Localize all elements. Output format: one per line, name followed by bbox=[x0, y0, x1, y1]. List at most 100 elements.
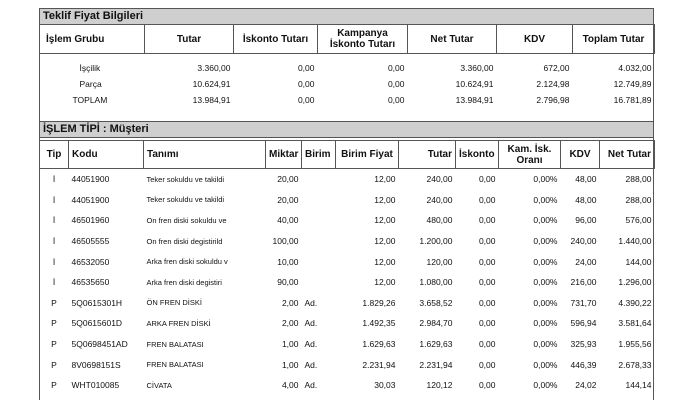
cell-birim-fiyat: 12,00 bbox=[374, 277, 396, 288]
cell-kodu: 44051900 bbox=[71, 194, 110, 205]
cell-tanimi: On fren diski degistirild bbox=[146, 236, 223, 246]
summary-row: Parça 10.624,91 0,00 0,00 10.624,91 2.12… bbox=[40, 76, 655, 92]
detail-table: Tip Kodu Tanımı Miktar Birim Birim Fiyat… bbox=[39, 140, 655, 396]
cell-iskonto: 0,00 bbox=[478, 174, 496, 185]
cell-tanimi: ARKA FREN DİSKİ bbox=[146, 318, 211, 328]
detail-row: İ 46501960 On fren diski sokuldu ve 40,00 12… bbox=[40, 210, 655, 231]
cell-iskonto: 0,00 bbox=[478, 359, 496, 370]
detail-row: P WHT010085 CİVATA 4,00 Ad. 30,03 120,12 0,00 0,… bbox=[40, 375, 655, 396]
cell-kdv: 325,93 bbox=[570, 339, 597, 350]
cell-kam-isk-orani: 0,00% bbox=[533, 339, 558, 350]
summary-cell: 13.984,91 bbox=[455, 95, 494, 105]
cell-tanimi: Arka fren diski sokuldu v bbox=[146, 257, 228, 267]
summary-header-row: İşlem Grubu Tutar İskonto Tutarı Kampany… bbox=[39, 24, 655, 54]
cell-miktar: 1,00 bbox=[281, 339, 299, 350]
cell-tip: İ bbox=[52, 256, 56, 267]
cell-birim bbox=[302, 190, 336, 211]
header-toplam-tutar: Toplam Tutar bbox=[572, 24, 655, 54]
cell-tanimi: FREN BALATASI bbox=[146, 360, 204, 370]
cell-tip: P bbox=[51, 318, 57, 329]
header-islem-grubu: İşlem Grubu bbox=[39, 24, 145, 54]
summary-cell: 0,00 bbox=[387, 95, 405, 105]
header-tutar: Tutar bbox=[144, 24, 234, 54]
cell-birim-fiyat: 1.829,26 bbox=[362, 297, 396, 308]
detail-row: İ 46535650 Arka fren diski degistiri 90,00 1… bbox=[40, 272, 655, 293]
cell-tanimi: ÖN FREN DİSKİ bbox=[146, 298, 202, 308]
header-tutar: Tutar bbox=[398, 140, 456, 169]
cell-kam-isk-orani: 0,00% bbox=[533, 174, 558, 185]
header-iskonto-tutari: İskonto Tutarı bbox=[233, 24, 318, 54]
cell-iskonto: 0,00 bbox=[478, 256, 496, 267]
header-miktar: Miktar bbox=[265, 140, 302, 169]
cell-net-tutar: 3.581,64 bbox=[618, 318, 652, 329]
cell-kodu: 5Q0615601D bbox=[71, 318, 123, 329]
cell-tutar: 120,12 bbox=[426, 380, 453, 391]
cell-kdv: 24,02 bbox=[575, 380, 597, 391]
summary-cell: 0,00 bbox=[297, 95, 315, 105]
cell-birim: Ad. bbox=[304, 318, 318, 329]
cell-iskonto: 0,00 bbox=[478, 236, 496, 247]
cell-birim: Ad. bbox=[304, 380, 318, 391]
cell-kam-isk-orani: 0,00% bbox=[533, 215, 558, 226]
cell-kdv: 96,00 bbox=[575, 215, 597, 226]
header-kampanya-iskonto: Kampanya İskonto Tutarı bbox=[317, 24, 408, 54]
summary-cell: 16.781,89 bbox=[613, 95, 652, 105]
cell-kodu: 46501960 bbox=[71, 215, 110, 226]
cell-iskonto: 0,00 bbox=[478, 380, 496, 391]
summary-cell: 2.796,98 bbox=[536, 95, 570, 105]
cell-net-tutar: 4.390,22 bbox=[618, 297, 652, 308]
cell-kdv: 596,94 bbox=[570, 318, 597, 329]
cell-kam-isk-orani: 0,00% bbox=[533, 297, 558, 308]
cell-tip: İ bbox=[52, 277, 56, 288]
summary-row: İşçilik 3.360,00 0,00 0,00 3.360,00 672,… bbox=[40, 60, 655, 76]
cell-kdv: 48,00 bbox=[575, 194, 597, 205]
cell-miktar: 2,00 bbox=[281, 297, 299, 308]
header-kdv: KDV bbox=[560, 140, 600, 169]
cell-birim-fiyat: 1.492,35 bbox=[362, 318, 396, 329]
cell-kam-isk-orani: 0,00% bbox=[533, 256, 558, 267]
detail-header-row: Tip Kodu Tanımı Miktar Birim Birim Fiyat… bbox=[39, 140, 655, 169]
cell-miktar: 10,00 bbox=[277, 256, 299, 267]
cell-tip: İ bbox=[52, 174, 56, 185]
summary-cell: 0,00 bbox=[297, 63, 315, 73]
cell-miktar: 20,00 bbox=[277, 194, 299, 205]
summary-cell: 10.624,91 bbox=[455, 79, 494, 89]
cell-net-tutar: 1.955,56 bbox=[618, 339, 652, 350]
cell-kam-isk-orani: 0,00% bbox=[533, 236, 558, 247]
cell-kodu: 5Q0698451AD bbox=[71, 339, 128, 350]
detail-row: P 5Q0615301H ÖN FREN DİSKİ 2,00 Ad. 1.829,26 3… bbox=[40, 293, 655, 314]
cell-net-tutar: 576,00 bbox=[625, 215, 652, 226]
cell-miktar: 4,00 bbox=[281, 380, 299, 391]
cell-tanimi: Teker sokuldu ve takildi bbox=[146, 174, 225, 184]
cell-miktar: 20,00 bbox=[277, 174, 299, 185]
cell-kdv: 731,70 bbox=[570, 297, 597, 308]
cell-iskonto: 0,00 bbox=[478, 318, 496, 329]
cell-kam-isk-orani: 0,00% bbox=[533, 277, 558, 288]
summary-cell: İşçilik bbox=[79, 63, 101, 73]
header-tip: Tip bbox=[39, 140, 69, 169]
cell-kam-isk-orani: 0,00% bbox=[533, 194, 558, 205]
cell-net-tutar: 288,00 bbox=[625, 194, 652, 205]
cell-iskonto: 0,00 bbox=[478, 215, 496, 226]
summary-cell: 0,00 bbox=[387, 79, 405, 89]
cell-birim-fiyat: 12,00 bbox=[374, 215, 396, 226]
summary-cell: 2.124,98 bbox=[536, 79, 570, 89]
header-tanimi: Tanımı bbox=[143, 140, 266, 169]
cell-miktar: 2,00 bbox=[281, 318, 299, 329]
cell-tip: P bbox=[51, 339, 57, 350]
detail-row: P 8V0698151S FREN BALATASI 1,00 Ad. 2.231,94 2… bbox=[40, 354, 655, 375]
summary-cell: 0,00 bbox=[387, 63, 405, 73]
detail-row: İ 44051900 Teker sokuldu ve takildi 20,00 12… bbox=[40, 169, 655, 190]
cell-tanimi: CİVATA bbox=[146, 380, 172, 390]
cell-kdv: 24,00 bbox=[575, 256, 597, 267]
cell-birim-fiyat: 12,00 bbox=[374, 194, 396, 205]
cell-birim-fiyat: 30,03 bbox=[374, 380, 396, 391]
cell-net-tutar: 144,14 bbox=[625, 380, 652, 391]
cell-tutar: 1.200,00 bbox=[419, 236, 453, 247]
summary-cell: Parça bbox=[79, 79, 102, 89]
cell-birim: Ad. bbox=[304, 339, 318, 350]
summary-cell: 672,00 bbox=[543, 63, 570, 73]
cell-kdv: 216,00 bbox=[570, 277, 597, 288]
detail-row: İ 46532050 Arka fren diski sokuldu v 10,00 1… bbox=[40, 251, 655, 272]
cell-kdv: 446,39 bbox=[570, 359, 597, 370]
